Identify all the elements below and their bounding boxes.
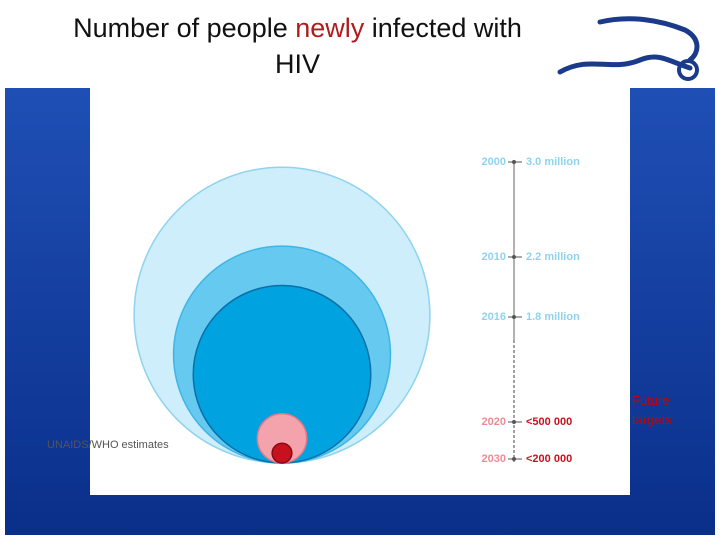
title-highlight: newly [295,13,365,43]
circle [271,442,293,464]
year-label: 2016 [481,311,506,323]
value-label: 3.0 million [526,156,580,168]
source: UNAIDS/WHO estimates [47,439,169,451]
title-part: HIV [274,49,320,79]
year-label: 2010 [481,251,506,263]
title-part: infected with [371,13,522,43]
year-label: 2000 [481,156,506,168]
value-label: 1.8 million [526,311,580,323]
year-label: 2030 [481,453,506,465]
stethoscope-icon [557,16,700,81]
title: Number of people newly infected with HIV [20,10,575,82]
title-part: Number of people [73,13,288,43]
value-label: <200 000 [526,453,573,465]
year-label: 2020 [481,416,506,428]
annotation: Future targets [632,393,672,427]
value-label: 2.2 million [526,251,580,263]
value-label: <500 000 [526,416,573,428]
